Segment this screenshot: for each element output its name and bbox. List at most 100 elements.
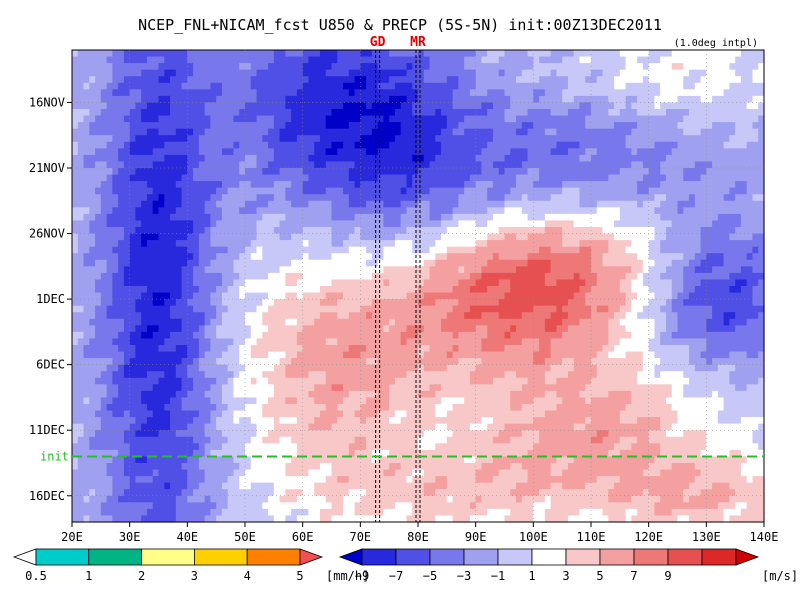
u850-cell: [602, 187, 609, 195]
u850-cell: [337, 305, 344, 313]
u850-cell: [596, 187, 604, 195]
u850-cell: [406, 318, 413, 326]
u850-cell: [83, 286, 90, 294]
u850-cell: [464, 318, 471, 326]
u850-cell: [118, 154, 125, 163]
u850-cell: [625, 63, 632, 71]
u850-cell: [371, 299, 379, 307]
u850-cell: [273, 253, 281, 261]
u850-cell: [758, 220, 765, 228]
u850-cell: [533, 187, 540, 195]
u850-cell: [746, 128, 754, 136]
u850-cell: [262, 194, 269, 202]
u850-cell: [279, 109, 286, 117]
u850-cell: [487, 246, 494, 254]
u850-cell: [187, 148, 194, 156]
u850-cell: [112, 246, 119, 254]
u850-cell: [510, 312, 517, 320]
u850-cell: [394, 50, 402, 58]
u850-cell: [123, 318, 131, 326]
u850-cell: [193, 63, 200, 71]
u850-cell: [354, 76, 361, 84]
u850-cell: [89, 148, 96, 156]
u850-cell: [492, 148, 500, 156]
u850-cell: [170, 272, 177, 281]
u850-cell: [602, 154, 609, 163]
u850-cell: [371, 161, 379, 169]
u850-cell: [660, 253, 667, 261]
u850-cell: [343, 174, 350, 182]
u850-cell: [740, 220, 748, 228]
u850-cell: [492, 82, 500, 90]
u850-cell: [654, 213, 661, 222]
u850-cell: [740, 194, 748, 202]
u850-cell: [550, 292, 557, 300]
u850-cell: [262, 233, 269, 241]
u850-cell: [198, 109, 206, 117]
u850-cell: [100, 76, 108, 84]
u850-cell: [464, 154, 471, 163]
u850-cell: [227, 56, 235, 64]
u850-cell: [129, 161, 137, 169]
u850-cell: [135, 272, 142, 281]
u850-cell: [677, 154, 684, 163]
u850-cell: [619, 187, 627, 195]
u850-cell: [273, 102, 281, 110]
u850-cell: [642, 63, 650, 71]
u850-cell: [723, 259, 730, 267]
u850-cell: [262, 253, 269, 261]
u850-cell: [735, 122, 742, 130]
u850-cell: [239, 50, 246, 58]
u850-cell: [152, 174, 160, 182]
u850-cell: [504, 292, 511, 300]
u850-cell: [608, 56, 615, 64]
u850-cell: [302, 141, 310, 149]
u850-cell: [660, 220, 667, 228]
u850-cell: [614, 305, 621, 313]
u850-cell: [637, 128, 644, 136]
u850-cell: [423, 168, 431, 176]
u850-cell: [625, 102, 632, 110]
u850-cell: [625, 154, 632, 163]
u850-cell: [239, 207, 246, 215]
u850-cell: [256, 115, 263, 123]
u850-cell: [135, 207, 142, 215]
u850-cell: [758, 76, 765, 84]
u850-cell: [579, 246, 586, 254]
u850-cell: [723, 272, 730, 281]
u850-cell: [118, 233, 125, 241]
u850-cell: [216, 286, 223, 294]
u850-cell: [239, 286, 246, 294]
u850-cell: [164, 109, 171, 117]
u850-cell: [539, 109, 546, 117]
u850-cell: [250, 200, 258, 208]
u850-cell: [77, 95, 85, 104]
u850-cell: [596, 168, 604, 176]
u850-cell: [175, 148, 183, 156]
u850-cell: [464, 299, 471, 307]
u850-cell: [671, 213, 679, 222]
u850-cell: [389, 89, 396, 97]
u850-cell: [348, 174, 356, 182]
u850-cell: [371, 286, 379, 294]
u850-cell: [573, 312, 581, 320]
u850-cell: [371, 69, 379, 77]
u850-cell: [510, 299, 517, 307]
u850-cell: [146, 148, 154, 156]
u850-cell: [262, 272, 269, 281]
u850-cell: [481, 187, 488, 195]
u850-cell: [562, 69, 569, 77]
u850-cell: [556, 233, 563, 241]
u850-cell: [106, 272, 113, 281]
u850-cell: [106, 50, 113, 58]
u850-cell: [602, 141, 609, 149]
u850-cell: [250, 89, 258, 97]
u850-cell: [573, 305, 581, 313]
u850-cell: [481, 312, 488, 320]
u850-cell: [758, 168, 765, 176]
u850-cell: [446, 76, 454, 84]
u850-cell: [118, 253, 125, 261]
u850-cell: [331, 63, 338, 71]
u850-cell: [319, 299, 327, 307]
u850-cell: [354, 89, 361, 97]
